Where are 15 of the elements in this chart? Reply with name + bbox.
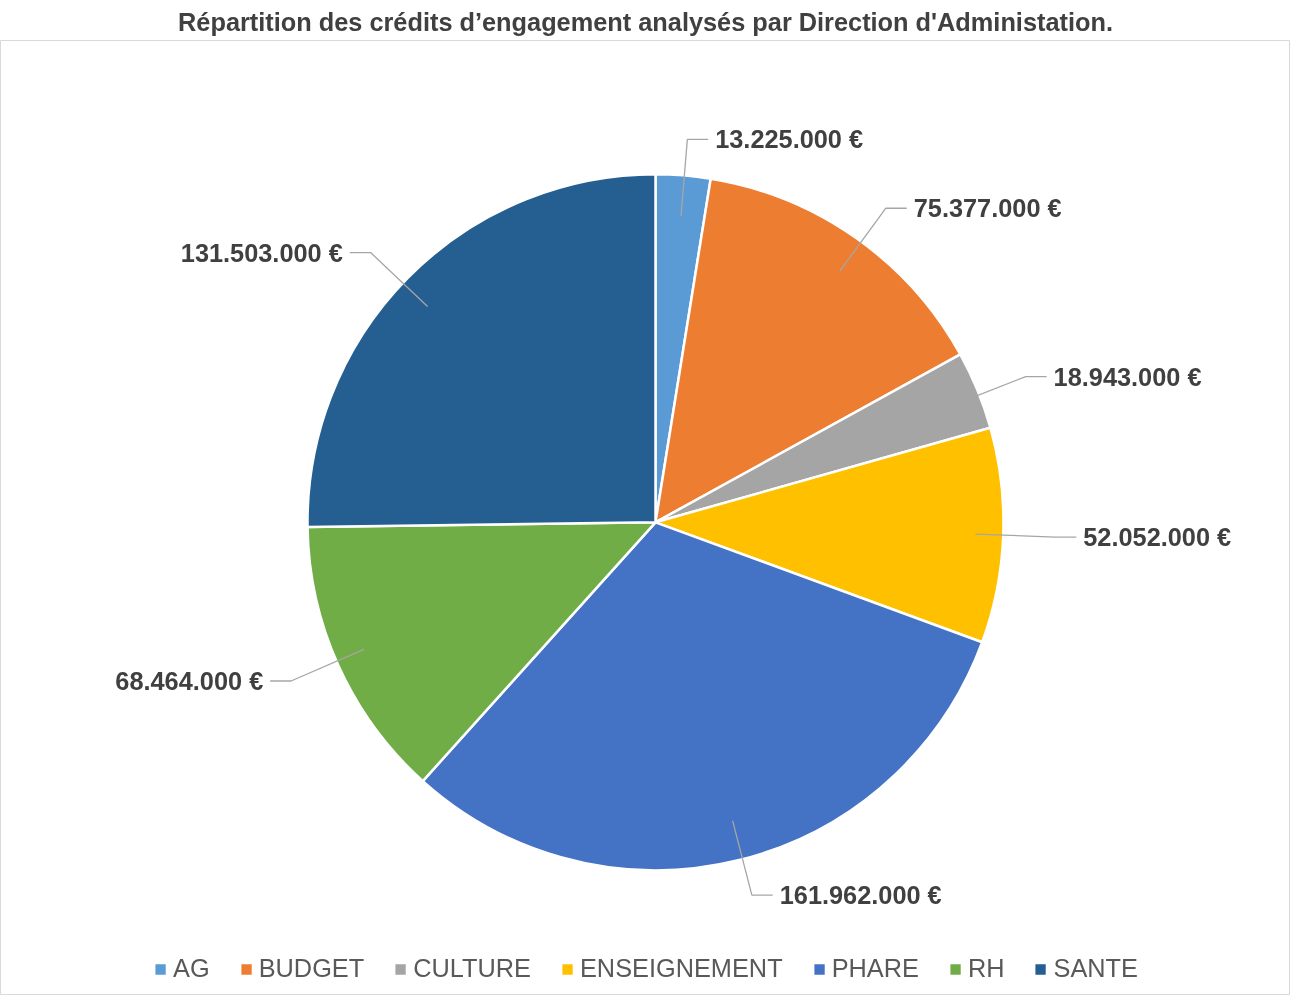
legend-label: AG bbox=[173, 954, 210, 983]
legend-label: BUDGET bbox=[258, 954, 365, 983]
legend-label: RH bbox=[967, 954, 1005, 983]
legend-label: ENSEIGNEMENT bbox=[579, 954, 783, 983]
data-label: 52.052.000 € bbox=[1083, 523, 1232, 552]
data-label: 161.962.000 € bbox=[779, 881, 942, 910]
data-label: 18.943.000 € bbox=[1053, 362, 1202, 391]
data-label: 68.464.000 € bbox=[115, 667, 264, 696]
legend-label: PHARE bbox=[831, 954, 919, 983]
legend-label: SANTE bbox=[1053, 954, 1138, 983]
legend-label: CULTURE bbox=[413, 954, 531, 983]
data-label: 131.503.000 € bbox=[180, 238, 343, 267]
data-label: 13.225.000 € bbox=[715, 125, 864, 154]
chart-title: Répartition des crédits d’engagement analysés par Direction d'Administation. bbox=[178, 7, 1113, 36]
data-label: 75.377.000 € bbox=[913, 194, 1062, 223]
